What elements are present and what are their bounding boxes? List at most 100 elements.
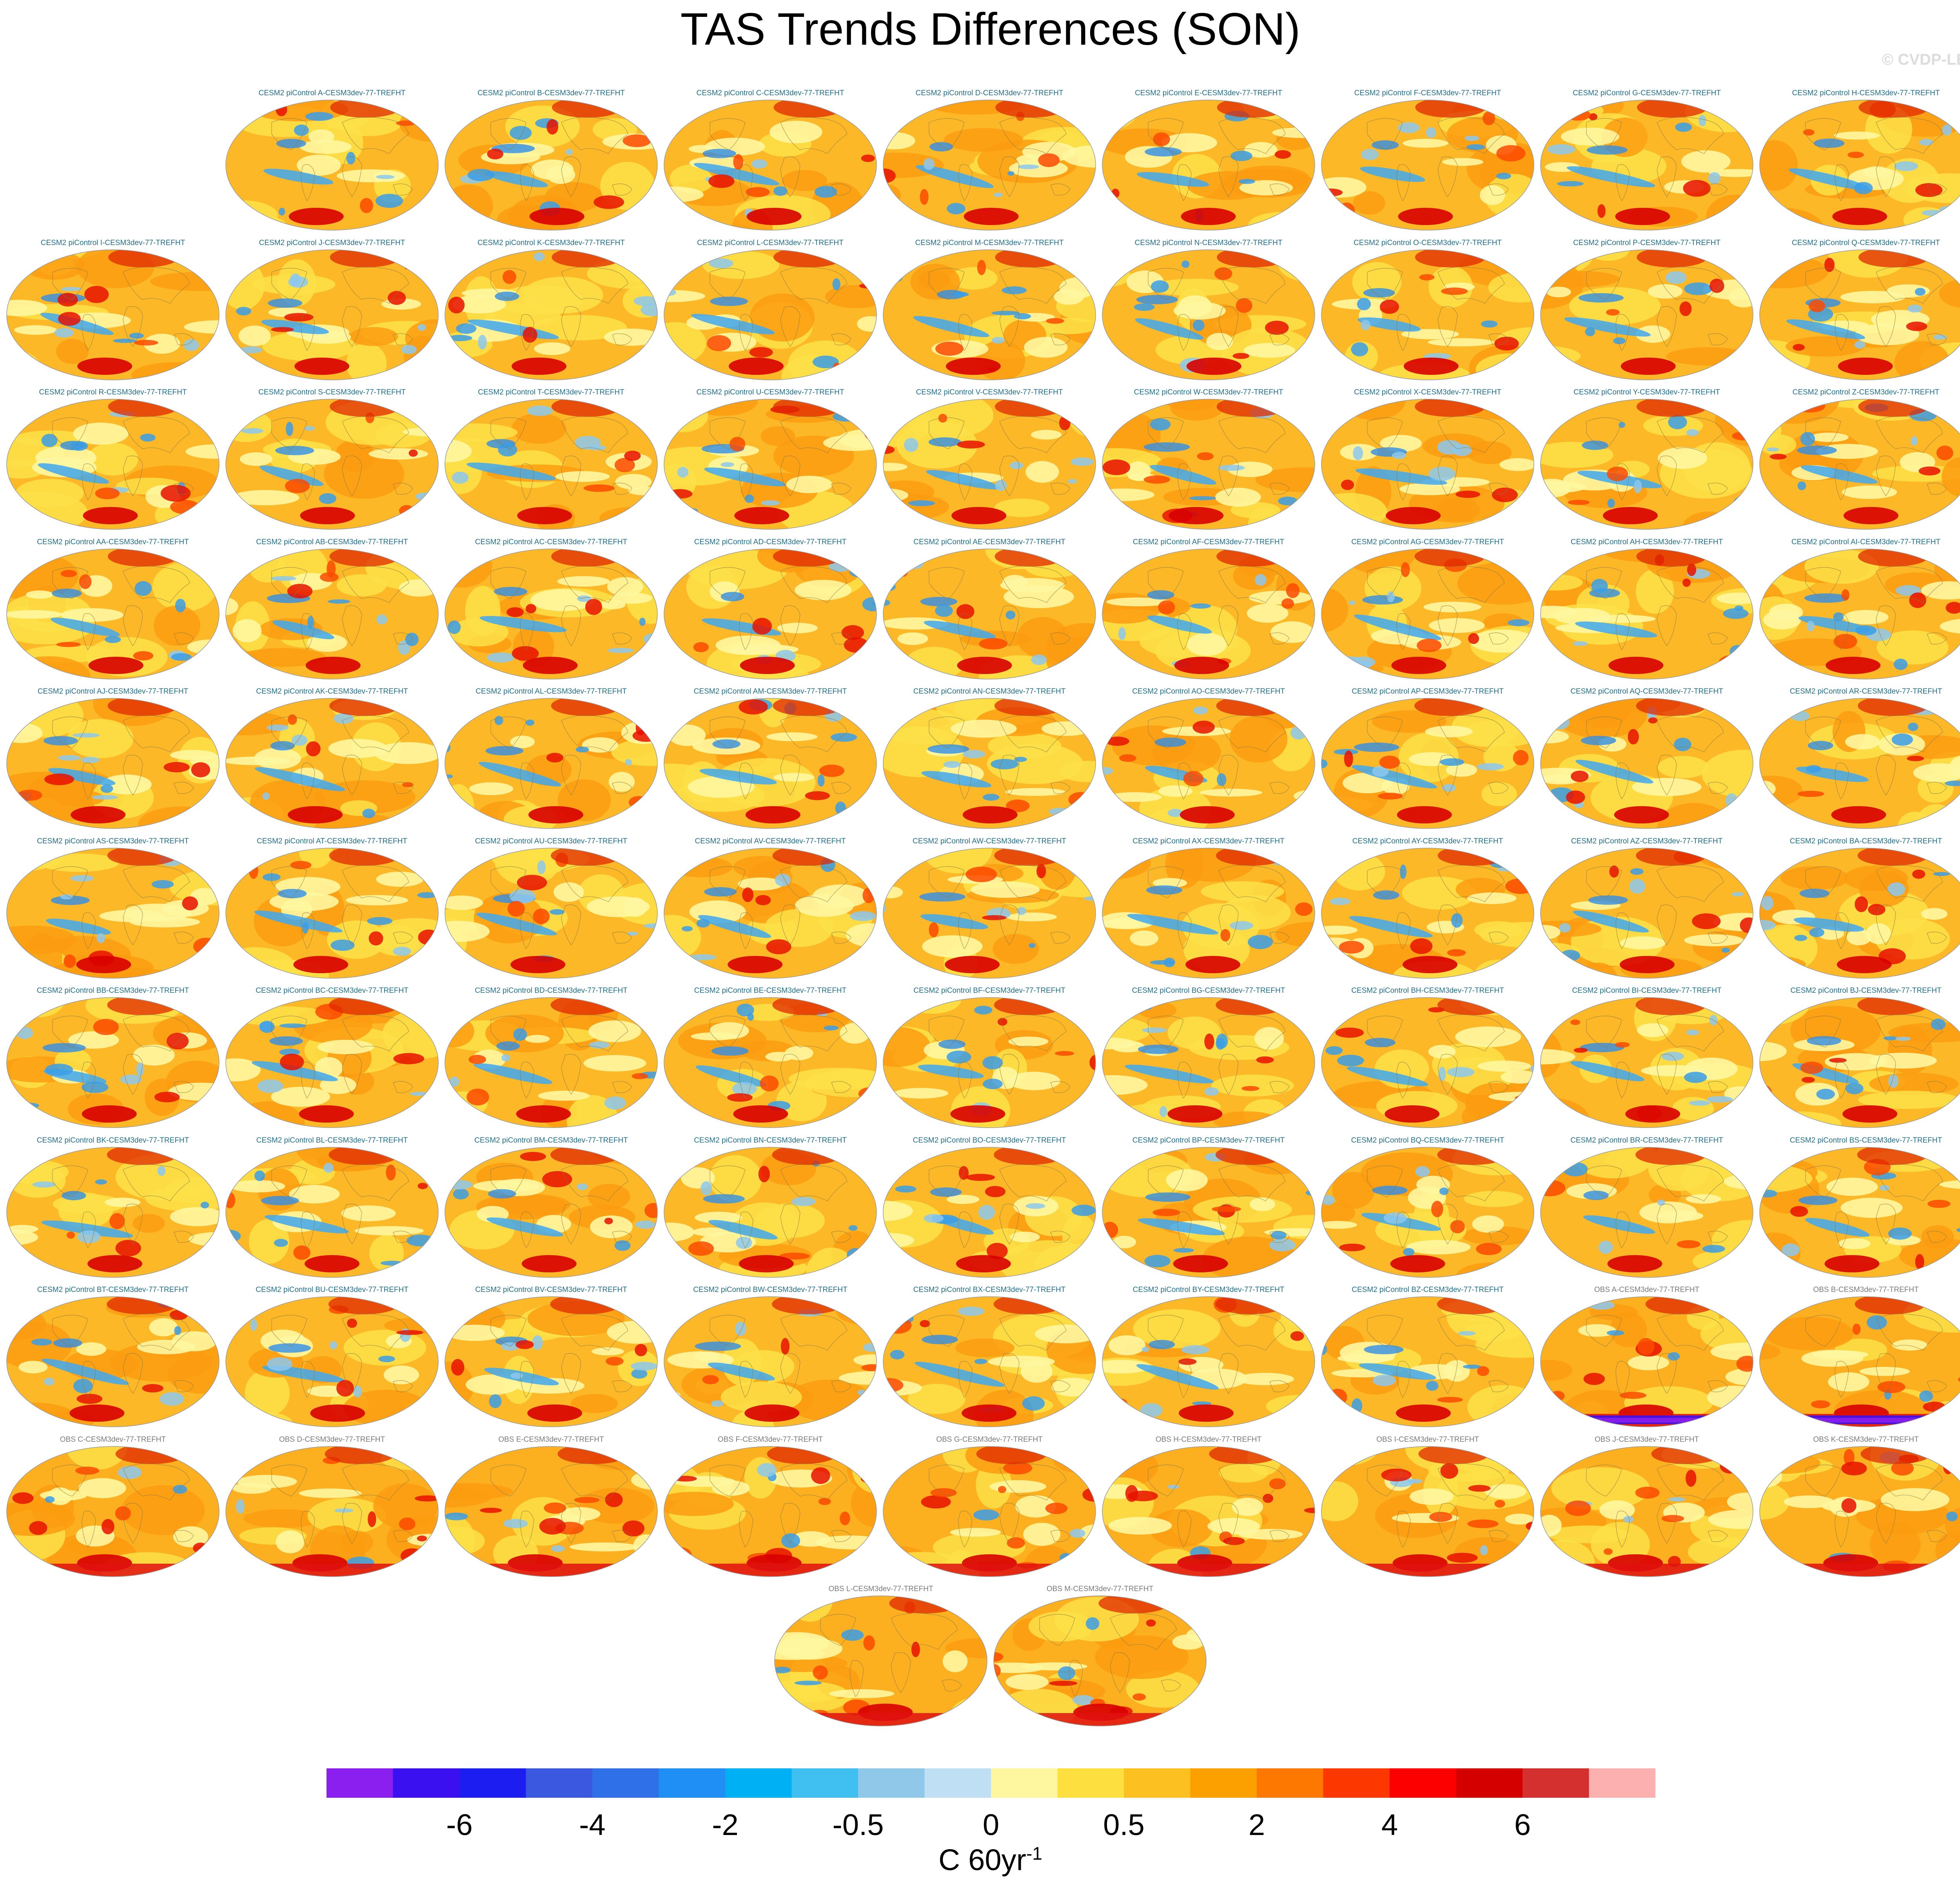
map-panel: CESM2 piControl N-CESM3dev-77-TREFHT <box>1101 238 1316 383</box>
global-map <box>1540 997 1753 1128</box>
map-panel: CESM2 piControl AN-CESM3dev-77-TREFHT <box>882 687 1097 832</box>
map-panel: CESM2 piControl Q-CESM3dev-77-TREFHT <box>1759 238 1960 383</box>
map-panel: CESM2 piControl W-CESM3dev-77-TREFHT <box>1101 388 1316 533</box>
global-map <box>1759 698 1960 829</box>
map-panel: CESM2 piControl BB-CESM3dev-77-TREFHT <box>5 986 220 1131</box>
global-map <box>1540 100 1753 231</box>
map-panel: CESM2 piControl AB-CESM3dev-77-TREFHT <box>225 538 439 683</box>
map-panel-title: CESM2 piControl BB-CESM3dev-77-TREFHT <box>36 987 189 995</box>
map-panel-title: OBS L-CESM3dev-77-TREFHT <box>828 1585 933 1593</box>
colorbar-swatch <box>791 1768 858 1798</box>
map-panel: CESM2 piControl BZ-CESM3dev-77-TREFHT <box>1320 1285 1535 1430</box>
map-panels-grid: CESM2 piControl A-CESM3dev-77-TREFHT CESM… <box>5 89 1960 1726</box>
global-map <box>6 1146 220 1278</box>
global-map <box>883 847 1096 979</box>
global-map <box>1321 399 1534 530</box>
global-map <box>445 399 658 530</box>
global-map <box>1759 249 1960 380</box>
global-map <box>1540 249 1753 380</box>
map-panel: CESM2 piControl BQ-CESM3dev-77-TREFHT <box>1320 1136 1535 1281</box>
map-panel: CESM2 piControl S-CESM3dev-77-TREFHT <box>225 388 439 533</box>
map-panel: OBS K-CESM3dev-77-TREFHT <box>1759 1435 1960 1580</box>
global-map <box>1321 1146 1534 1278</box>
map-panel-title: CESM2 piControl AH-CESM3dev-77-TREFHT <box>1570 538 1723 546</box>
map-panel: CESM2 piControl BF-CESM3dev-77-TREFHT <box>882 986 1097 1131</box>
map-panel: CESM2 piControl BU-CESM3dev-77-TREFHT <box>225 1285 439 1430</box>
global-map <box>1102 847 1315 979</box>
global-map <box>445 1446 658 1577</box>
map-panel-title: CESM2 piControl AZ-CESM3dev-77-TREFHT <box>1571 837 1723 845</box>
global-map <box>225 1296 439 1427</box>
global-map <box>1102 1146 1315 1278</box>
global-map <box>883 997 1096 1128</box>
map-panel-title: CESM2 piControl J-CESM3dev-77-TREFHT <box>259 238 405 247</box>
map-panel: CESM2 piControl AC-CESM3dev-77-TREFHT <box>444 538 659 683</box>
map-panel: CESM2 piControl AK-CESM3dev-77-TREFHT <box>225 687 439 832</box>
map-panel-title: CESM2 piControl AG-CESM3dev-77-TREFHT <box>1351 538 1504 546</box>
watermark: © CVDP-LE <box>1882 51 1960 68</box>
global-map <box>445 997 658 1128</box>
map-panel-title: CESM2 piControl AD-CESM3dev-77-TREFHT <box>694 538 847 546</box>
global-map <box>1759 1146 1960 1278</box>
global-map <box>6 1446 220 1577</box>
map-panel-title: CESM2 piControl AB-CESM3dev-77-TREFHT <box>256 538 408 546</box>
map-panel: OBS A-CESM3dev-77-TREFHT <box>1539 1285 1754 1430</box>
global-map <box>883 698 1096 829</box>
map-panel: CESM2 piControl BK-CESM3dev-77-TREFHT <box>5 1136 220 1281</box>
map-panel-title: CESM2 piControl AL-CESM3dev-77-TREFHT <box>475 687 627 696</box>
map-panel-title: CESM2 piControl P-CESM3dev-77-TREFHT <box>1573 238 1720 247</box>
global-map <box>1321 698 1534 829</box>
map-panel-title: CESM2 piControl BD-CESM3dev-77-TREFHT <box>475 987 628 995</box>
map-panel: CESM2 piControl BL-CESM3dev-77-TREFHT <box>225 1136 439 1281</box>
colorbar-swatch <box>659 1768 726 1798</box>
colorbar-unit-label: C 60yr-1 <box>0 1843 1960 1877</box>
map-panel-title: CESM2 piControl V-CESM3dev-77-TREFHT <box>916 388 1063 396</box>
map-panel-title: CESM2 piControl C-CESM3dev-77-TREFHT <box>696 89 844 97</box>
map-panel-title: CESM2 piControl U-CESM3dev-77-TREFHT <box>696 388 844 396</box>
map-panel-title: CESM2 piControl BW-CESM3dev-77-TREFHT <box>693 1286 848 1294</box>
map-panel-title: CESM2 piControl G-CESM3dev-77-TREFHT <box>1573 89 1721 97</box>
chart-title: TAS Trends Differences (SON) <box>680 4 1301 55</box>
map-panel-title: CESM2 piControl BC-CESM3dev-77-TREFHT <box>256 987 408 995</box>
map-panel-title: CESM2 piControl N-CESM3dev-77-TREFHT <box>1134 238 1283 247</box>
map-panel-title: CESM2 piControl Z-CESM3dev-77-TREFHT <box>1792 388 1940 396</box>
global-map <box>1102 1296 1315 1427</box>
global-map <box>225 548 439 680</box>
colorbar-swatch <box>725 1768 792 1798</box>
global-map <box>1102 1446 1315 1577</box>
map-panel-title: CESM2 piControl BI-CESM3dev-77-TREFHT <box>1572 987 1722 995</box>
map-panel: CESM2 piControl X-CESM3dev-77-TREFHT <box>1320 388 1535 533</box>
map-panel: CESM2 piControl BN-CESM3dev-77-TREFHT <box>663 1136 878 1281</box>
map-panel-title: CESM2 piControl BS-CESM3dev-77-TREFHT <box>1789 1136 1942 1145</box>
global-map <box>1102 249 1315 380</box>
colorbar-tick-label: 0 <box>983 1808 999 1842</box>
map-panel-title: CESM2 piControl R-CESM3dev-77-TREFHT <box>39 388 187 396</box>
global-map <box>1540 1146 1753 1278</box>
map-panel: CESM2 piControl AS-CESM3dev-77-TREFHT <box>5 837 220 982</box>
global-map <box>1321 1446 1534 1577</box>
global-map <box>225 249 439 380</box>
map-panel-title: CESM2 piControl BZ-CESM3dev-77-TREFHT <box>1352 1286 1504 1294</box>
map-panel-title: CESM2 piControl BV-CESM3dev-77-TREFHT <box>475 1286 627 1294</box>
map-panel: CESM2 piControl BY-CESM3dev-77-TREFHT <box>1101 1285 1316 1430</box>
map-panel-title: CESM2 piControl BP-CESM3dev-77-TREFHT <box>1132 1136 1285 1145</box>
global-map <box>445 249 658 380</box>
map-panel-title: CESM2 piControl AJ-CESM3dev-77-TREFHT <box>37 687 189 696</box>
global-map <box>1540 698 1753 829</box>
map-panel: CESM2 piControl BS-CESM3dev-77-TREFHT <box>1759 1136 1960 1281</box>
global-map <box>1759 1446 1960 1577</box>
map-panel: CESM2 piControl AQ-CESM3dev-77-TREFHT <box>1539 687 1754 832</box>
map-panel-title: CESM2 piControl AI-CESM3dev-77-TREFHT <box>1791 538 1941 546</box>
map-panel: CESM2 piControl BR-CESM3dev-77-TREFHT <box>1539 1136 1754 1281</box>
global-map <box>445 847 658 979</box>
colorbar-swatch <box>1124 1768 1191 1798</box>
map-panel-title: CESM2 piControl AF-CESM3dev-77-TREFHT <box>1132 538 1285 546</box>
global-map <box>6 399 220 530</box>
global-map <box>1540 847 1753 979</box>
map-panel: CESM2 piControl G-CESM3dev-77-TREFHT <box>1539 89 1754 234</box>
map-panel: CESM2 piControl Z-CESM3dev-77-TREFHT <box>1759 388 1960 533</box>
global-map <box>883 548 1096 680</box>
colorbar-swatch <box>1456 1768 1523 1798</box>
map-panel: OBS G-CESM3dev-77-TREFHT <box>882 1435 1097 1580</box>
map-panel-title: OBS B-CESM3dev-77-TREFHT <box>1813 1286 1919 1294</box>
